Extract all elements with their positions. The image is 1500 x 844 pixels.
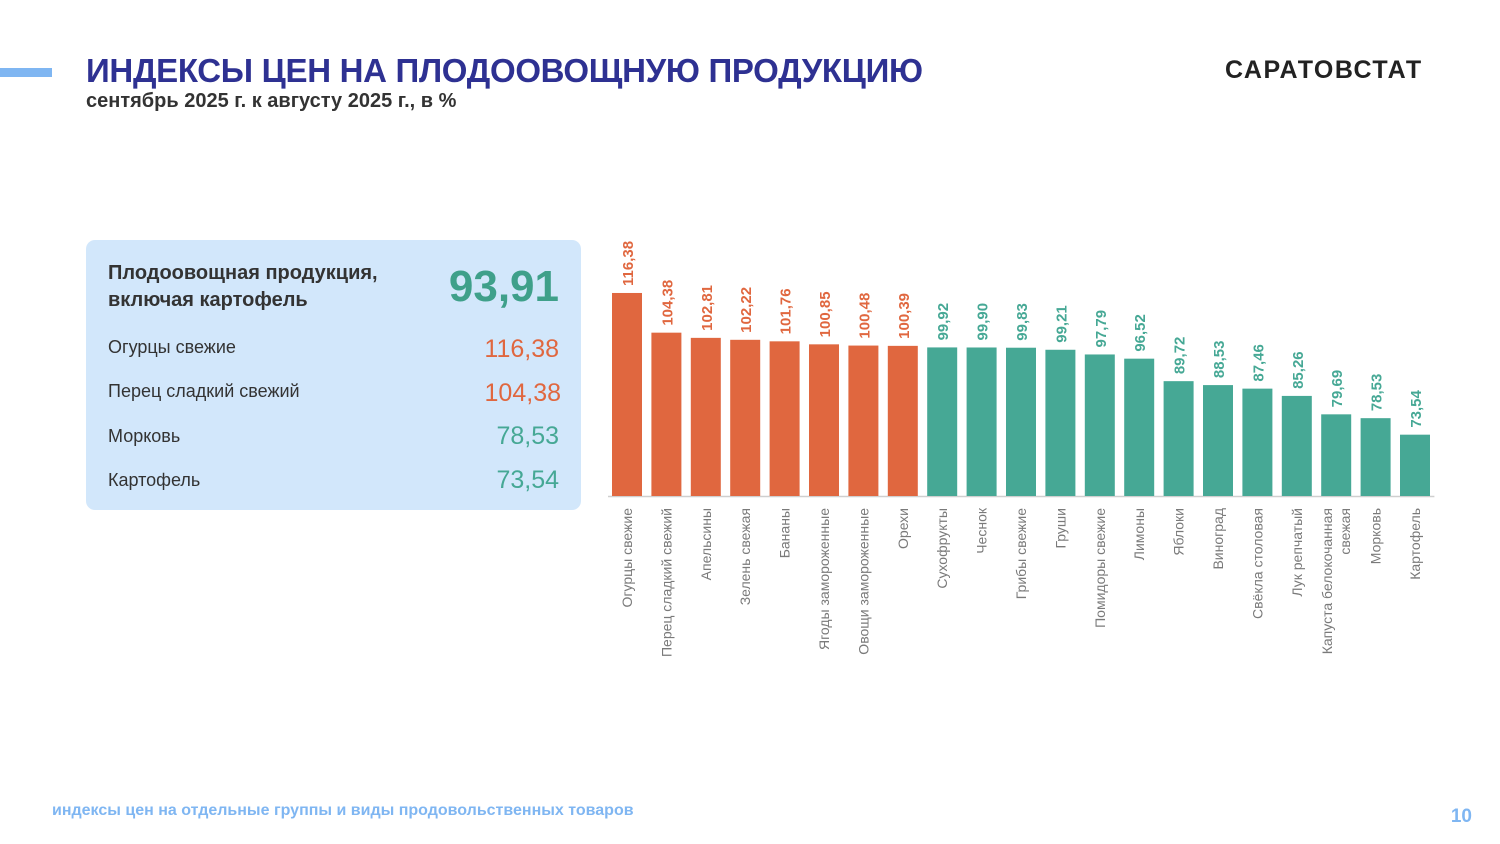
- bar: [612, 292, 642, 496]
- footer-text: индексы цен на отдельные группы и виды п…: [52, 802, 634, 819]
- summary-main-label-line2: включая картофель: [108, 289, 308, 311]
- category-label: Апельсины: [698, 508, 714, 580]
- data-label: 102,81: [699, 285, 716, 331]
- category-label: Морковь: [1368, 508, 1384, 564]
- data-label: 97,79: [1093, 310, 1110, 348]
- category-label: Виноград: [1210, 508, 1226, 570]
- summary-row-value: 116,38: [484, 335, 559, 363]
- data-label: 100,39: [896, 293, 913, 339]
- data-label: 99,21: [1053, 305, 1070, 343]
- data-label: 79,69: [1329, 370, 1346, 408]
- category-label: Перец сладкий свежий: [658, 508, 674, 657]
- summary-row-label: Морковь: [108, 426, 181, 446]
- bar: [1400, 434, 1430, 496]
- bar: [651, 332, 682, 496]
- bar: [1124, 358, 1155, 496]
- category-label: Груши: [1052, 508, 1068, 548]
- summary-row-value: 78,53: [496, 422, 559, 450]
- data-label: 116,38: [620, 241, 637, 286]
- category-label: Лимоны: [1131, 508, 1147, 560]
- bar: [1281, 395, 1312, 496]
- category-label: Яблоки: [1171, 508, 1187, 556]
- bar: [1163, 381, 1194, 496]
- category-label: Сухофрукты: [934, 508, 950, 589]
- bar: [1006, 347, 1036, 496]
- data-label: 104,38: [659, 280, 676, 326]
- summary-row-label: Картофель: [108, 470, 201, 490]
- category-label: Бананы: [777, 508, 793, 558]
- bar: [1242, 388, 1273, 496]
- data-label: 99,83: [1014, 303, 1031, 341]
- summary-panel: Плодоовощная продукция, включая картофел…: [86, 240, 581, 510]
- summary-row-value: 73,54: [496, 466, 559, 494]
- summary-row-value: 104,38: [484, 379, 561, 407]
- category-label: Огурцы свежие: [619, 508, 635, 608]
- logo: САРАТОВСТАТ: [1225, 56, 1423, 84]
- category-label: Зелень свежая: [737, 508, 753, 605]
- data-label: 102,22: [738, 287, 755, 333]
- data-label: 100,48: [856, 293, 873, 339]
- data-label: 87,46: [1250, 344, 1267, 382]
- data-label: 99,92: [935, 303, 952, 341]
- bar: [1203, 385, 1233, 496]
- bar: [1045, 349, 1076, 496]
- data-label: 85,26: [1290, 351, 1307, 389]
- summary-row-label: Перец сладкий свежий: [108, 381, 300, 401]
- summary-main-label: Плодоовощная продукция, включая картофел…: [108, 260, 378, 314]
- data-label: 78,53: [1369, 374, 1386, 412]
- bar: [809, 344, 839, 496]
- data-label: 101,76: [778, 288, 795, 334]
- category-label: Свёкла столовая: [1249, 508, 1265, 619]
- price-index-bar-chart: 116,38 Огурцы свежие 104,38 Перец сладкий с…: [608, 241, 1435, 657]
- data-label: 99,90: [975, 303, 992, 341]
- category-label: Лук репчатый: [1289, 508, 1305, 597]
- data-label: 89,72: [1172, 337, 1189, 375]
- bar: [927, 347, 958, 496]
- summary-main-label-line1: Плодоовощная продукция,: [108, 262, 378, 284]
- bar: [1321, 414, 1352, 496]
- summary-main-value: 93,91: [448, 262, 559, 311]
- data-label: 96,52: [1132, 314, 1149, 352]
- bar: [1360, 418, 1391, 496]
- bar: [966, 347, 997, 496]
- bar: [848, 345, 879, 496]
- category-label: Ягоды замороженные: [816, 508, 832, 650]
- data-label: 88,53: [1211, 341, 1228, 379]
- page-number: 10: [1450, 806, 1472, 827]
- category-label: Овощи замороженные: [855, 508, 871, 655]
- bar: [730, 339, 761, 496]
- data-label: 100,85: [817, 291, 834, 337]
- page-title: ИНДЕКСЫ ЦЕН НА ПЛОДООВОЩНУЮ ПРОДУКЦИЮ: [86, 52, 923, 89]
- bar: [690, 337, 721, 496]
- category-label: Чеснок: [974, 507, 990, 554]
- page-subtitle: сентябрь 2025 г. к августу 2025 г., в %: [86, 90, 457, 112]
- accent-bar: [0, 68, 52, 77]
- bar: [1084, 354, 1115, 496]
- category-label: Помидоры свежие: [1092, 508, 1108, 628]
- bar: [887, 345, 918, 496]
- bar: [769, 341, 800, 496]
- category-label: свежая: [1337, 508, 1353, 555]
- category-label: Капуста белокочанная: [1319, 508, 1335, 654]
- category-label: Грибы свежие: [1013, 508, 1029, 599]
- category-label: Орехи: [895, 508, 911, 549]
- category-label: Картофель: [1407, 508, 1423, 580]
- summary-row-label: Огурцы свежие: [108, 337, 236, 357]
- data-label: 73,54: [1408, 389, 1425, 427]
